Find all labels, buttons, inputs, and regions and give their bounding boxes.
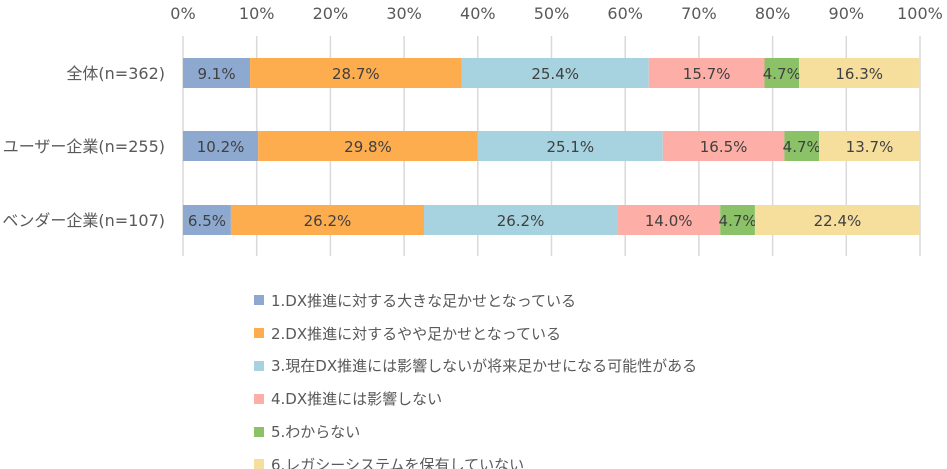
bar-segment — [183, 131, 259, 161]
bar-segment — [423, 205, 618, 235]
data-label: 9.1% — [197, 65, 235, 83]
data-label: 28.7% — [332, 65, 380, 83]
category-label: ベンダー企業(n=107) — [2, 211, 165, 230]
data-label: 16.3% — [835, 65, 883, 83]
data-label: 16.5% — [700, 138, 748, 156]
bar-segment — [799, 58, 920, 88]
x-tick-label: 20% — [313, 4, 349, 23]
legend-item: 1.DX推進に対する大きな足かせとなっている — [254, 284, 697, 317]
x-tick-label: 60% — [607, 4, 643, 23]
bar-segment — [258, 131, 478, 161]
data-label: 15.7% — [683, 65, 731, 83]
bar-segment — [183, 58, 251, 88]
bar-segment — [461, 58, 649, 88]
x-tick-label: 10% — [239, 4, 275, 23]
bar-segment — [230, 205, 424, 235]
legend-label: 4.DX推進には影響しない — [271, 390, 443, 409]
legend-item: 6.レガシーシステムを保有していない — [254, 448, 697, 469]
legend-item: 5.わからない — [254, 415, 697, 448]
legend-label: 5.わからない — [271, 423, 361, 442]
legend-swatch — [254, 393, 264, 404]
data-label: 26.2% — [497, 212, 545, 230]
data-label: 13.7% — [846, 138, 894, 156]
x-tick-label: 50% — [534, 4, 570, 23]
data-label: 4.7% — [719, 212, 757, 230]
bar-segment — [648, 58, 765, 88]
x-tick-label: 80% — [755, 4, 791, 23]
category-label: 全体(n=362) — [66, 64, 165, 83]
bar-segment — [764, 58, 800, 88]
bar-segment — [720, 205, 755, 235]
x-tick-label: 30% — [386, 4, 422, 23]
legend-swatch — [254, 360, 264, 371]
data-label: 25.4% — [531, 65, 579, 83]
legend-label: 2.DX推進に対するやや足かせとなっている — [271, 324, 561, 343]
data-label: 26.2% — [304, 212, 352, 230]
legend-label: 6.レガシーシステムを保有していない — [271, 455, 525, 469]
bar-segment — [617, 205, 721, 235]
legend-swatch — [254, 459, 264, 469]
legend-swatch — [254, 295, 264, 306]
data-label: 10.2% — [197, 138, 245, 156]
data-label: 22.4% — [814, 212, 862, 230]
data-label: 14.0% — [645, 212, 693, 230]
category-label: ユーザー企業(n=255) — [3, 137, 165, 156]
data-label: 4.7% — [783, 138, 821, 156]
x-tick-label: 70% — [681, 4, 717, 23]
data-label: 25.1% — [546, 138, 594, 156]
x-tick-label: 0% — [170, 4, 195, 23]
legend-label: 1.DX推進に対する大きな足かせとなっている — [271, 291, 576, 310]
data-label: 4.7% — [763, 65, 801, 83]
data-label: 6.5% — [188, 212, 226, 230]
legend-item: 4.DX推進には影響しない — [254, 382, 697, 415]
legend-label: 3.現在DX推進には影響しないが将来足かせになる可能性がある — [271, 357, 698, 376]
bar-segment — [819, 131, 920, 161]
bar-segment — [477, 131, 663, 161]
bar-segment — [662, 131, 785, 161]
bar-segment — [183, 205, 231, 235]
plot-area: 0% 10% 20% 30% 40% 50% 60% 70% 80% 90% 100% 全体(n=36… — [2, 4, 943, 256]
bar-segment — [250, 58, 462, 88]
legend-item: 2.DX推進に対するやや足かせとなっている — [254, 317, 697, 350]
legend-swatch — [254, 426, 264, 437]
bar-segment — [754, 205, 920, 235]
legend: 1.DX推進に対する大きな足かせとなっている 2.DX推進に対するやや足かせとなっ… — [254, 284, 697, 469]
bar-segment — [784, 131, 820, 161]
legend-swatch — [254, 328, 264, 339]
x-tick-label: 90% — [829, 4, 865, 23]
x-tick-label: 40% — [460, 4, 496, 23]
legend-item: 3.現在DX推進には影響しないが将来足かせになる可能性がある — [254, 350, 697, 383]
data-label: 29.8% — [344, 138, 392, 156]
x-tick-label: 100% — [897, 4, 943, 23]
